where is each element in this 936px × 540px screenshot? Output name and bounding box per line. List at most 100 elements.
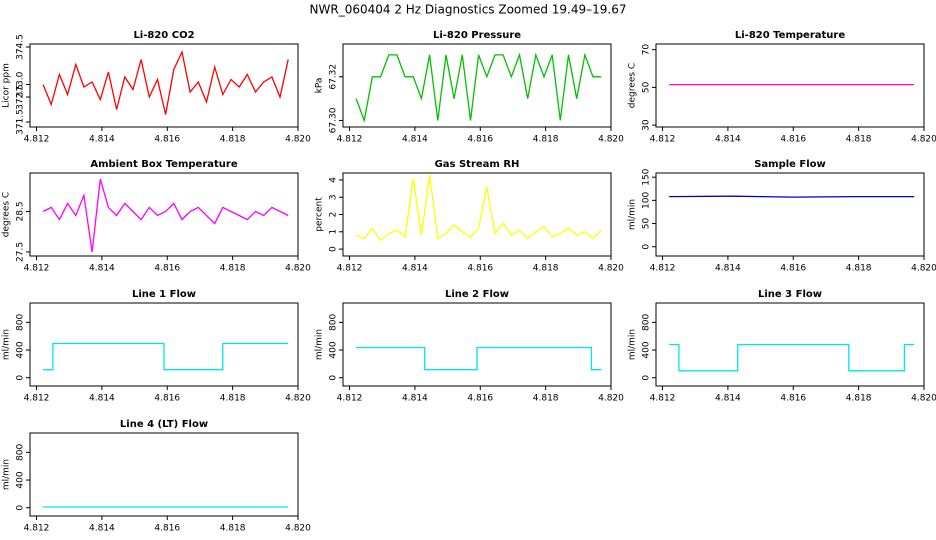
x-tick-label: 4.812	[650, 394, 676, 404]
plot-frame	[29, 302, 299, 387]
plot-frame	[342, 302, 612, 387]
x-tick-label: 4.816	[467, 135, 493, 145]
series-line	[669, 195, 915, 198]
y-tick-label: 0	[16, 375, 26, 381]
y-tick-label: 0	[329, 246, 339, 252]
panel-title: Li-820 CO2	[133, 30, 194, 41]
x-tick-label: 4.812	[337, 394, 363, 404]
x-tick-label: 4.818	[220, 524, 246, 534]
y-tick-label: 0	[329, 375, 339, 381]
y-tick-label: 800	[329, 314, 339, 331]
y-tick-label: 800	[16, 314, 26, 331]
x-tick-label: 4.816	[154, 524, 180, 534]
y-tick-label: 400	[642, 341, 652, 358]
x-tick-label: 4.818	[533, 135, 559, 145]
x-tick-label: 4.820	[285, 394, 311, 404]
x-tick-label: 4.812	[24, 394, 50, 404]
y-tick-label: 400	[329, 341, 339, 358]
page-title: NWR_060404 2 Hz Diagnostics Zoomed 19.49…	[310, 3, 627, 17]
x-tick-label: 4.816	[467, 394, 493, 404]
panel-title: Line 3 Flow	[758, 289, 822, 300]
plot-frame	[342, 43, 612, 128]
y-axis-label: percent	[315, 197, 325, 232]
x-tick-label: 4.814	[89, 524, 115, 534]
x-tick-label: 4.816	[467, 264, 493, 274]
y-tick-label: 27.5	[16, 242, 26, 262]
panel-title: Sample Flow	[754, 159, 826, 170]
y-tick-label: 800	[16, 444, 26, 461]
x-tick-label: 4.814	[89, 394, 115, 404]
y-tick-label: 67.32	[329, 64, 339, 90]
y-tick-label: 400	[16, 341, 26, 358]
y-tick-label: 30	[642, 119, 652, 131]
y-tick-label: 100	[642, 191, 652, 208]
x-tick-label: 4.814	[89, 264, 115, 274]
series-line	[355, 174, 602, 242]
x-tick-label: 4.818	[846, 394, 872, 404]
plot-frame	[342, 172, 612, 257]
x-tick-label: 4.814	[402, 135, 428, 145]
x-tick-label: 4.812	[337, 264, 363, 274]
y-tick-label: 374.5	[16, 34, 26, 60]
series-line	[43, 342, 289, 371]
x-tick-label: 4.814	[715, 394, 741, 404]
x-tick-label: 4.816	[154, 135, 180, 145]
x-tick-label: 4.816	[780, 264, 806, 274]
y-axis-label: degrees C	[628, 63, 638, 108]
y-tick-label: 372.5	[16, 84, 26, 110]
y-tick-label: 4	[329, 177, 339, 183]
y-tick-label: 67.30	[329, 107, 339, 133]
y-tick-label: 50	[642, 218, 652, 230]
plot-frame	[655, 172, 925, 257]
y-tick-label: 50	[642, 81, 652, 93]
panel-title: Line 2 Flow	[445, 289, 509, 300]
panel-title: Ambient Box Temperature	[90, 159, 237, 170]
y-tick-label: 400	[16, 471, 26, 488]
y-tick-label: 800	[642, 314, 652, 331]
x-tick-label: 4.818	[533, 394, 559, 404]
x-tick-label: 4.812	[650, 264, 676, 274]
x-tick-label: 4.820	[911, 394, 936, 404]
x-tick-label: 4.818	[220, 264, 246, 274]
panel-title: Line 1 Flow	[132, 289, 196, 300]
y-tick-label: 371.5	[16, 109, 26, 135]
series-line	[356, 346, 602, 371]
x-tick-label: 4.820	[911, 264, 936, 274]
y-axis-label: ml/min	[628, 329, 638, 360]
y-tick-label: 373.0	[16, 71, 26, 97]
panel-title: Gas Stream RH	[435, 159, 520, 170]
x-tick-label: 4.816	[154, 394, 180, 404]
x-tick-label: 4.818	[220, 394, 246, 404]
x-tick-label: 4.816	[154, 264, 180, 274]
x-tick-label: 4.812	[24, 135, 50, 145]
x-tick-label: 4.814	[715, 264, 741, 274]
x-tick-label: 4.820	[285, 264, 311, 274]
y-tick-label: 1	[329, 229, 339, 235]
plot-frame	[29, 172, 299, 257]
x-tick-label: 4.814	[402, 264, 428, 274]
y-axis-label: ml/min	[2, 329, 12, 360]
x-tick-label: 4.818	[220, 135, 246, 145]
x-tick-label: 4.812	[24, 524, 50, 534]
plot-frame	[655, 43, 925, 128]
series-line	[42, 178, 289, 253]
x-tick-label: 4.814	[715, 135, 741, 145]
x-tick-label: 4.816	[780, 394, 806, 404]
panel-title: Li-820 Pressure	[433, 30, 521, 41]
x-tick-label: 4.820	[598, 394, 624, 404]
x-tick-label: 4.816	[780, 135, 806, 145]
y-tick-label: 2	[329, 212, 339, 218]
x-tick-label: 4.820	[285, 135, 311, 145]
y-tick-label: 0	[642, 375, 652, 381]
y-axis-label: degrees C	[2, 192, 12, 237]
plot-frame	[29, 432, 299, 517]
x-tick-label: 4.818	[846, 135, 872, 145]
x-tick-label: 4.812	[650, 135, 676, 145]
y-tick-label: 70	[642, 44, 652, 56]
panel-title: Li-820 Temperature	[735, 30, 845, 41]
x-tick-label: 4.820	[598, 135, 624, 145]
y-tick-label: 0	[16, 505, 26, 511]
x-tick-label: 4.814	[89, 135, 115, 145]
plot-frame	[655, 302, 925, 387]
